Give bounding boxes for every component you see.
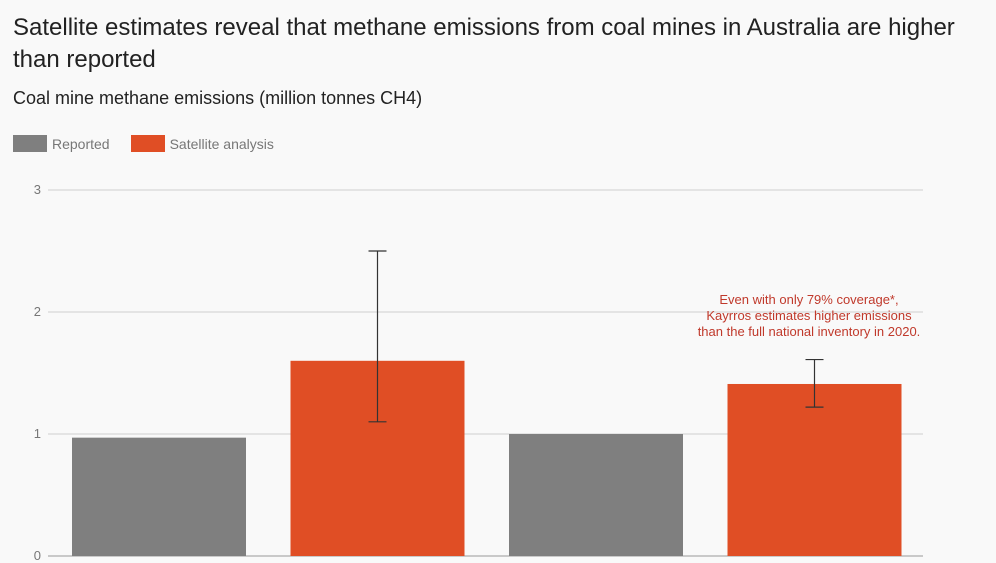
annotation-line-1: Even with only 79% coverage*, [719, 292, 898, 307]
legend-swatch-reported [13, 135, 47, 152]
annotation-line-3: than the full national inventory in 2020… [698, 324, 921, 339]
y-tick-label-1: 1 [34, 426, 41, 441]
bar-3 [509, 434, 683, 556]
annotation-line-2: Kayrros estimates higher emissions [706, 308, 912, 323]
chart-subtitle: Coal mine methane emissions (million ton… [13, 88, 423, 108]
y-tick-label-3: 3 [34, 182, 41, 197]
bar-1 [72, 437, 246, 556]
legend-swatch-satellite [130, 135, 165, 152]
legend-item-reported: Reported [13, 135, 110, 152]
y-tick-label-2: 2 [34, 304, 41, 319]
legend-label-satellite: Satellite analysis [169, 135, 274, 152]
legend-item-satellite: Satellite analysis [130, 135, 274, 152]
bar-4 [727, 383, 902, 556]
chart-title: Satellite estimates reveal that methane … [13, 14, 955, 73]
y-tick-label-0: 0 [34, 548, 41, 563]
legend-label-reported: Reported [52, 135, 110, 152]
legend: Reported Satellite analysis [13, 135, 274, 152]
